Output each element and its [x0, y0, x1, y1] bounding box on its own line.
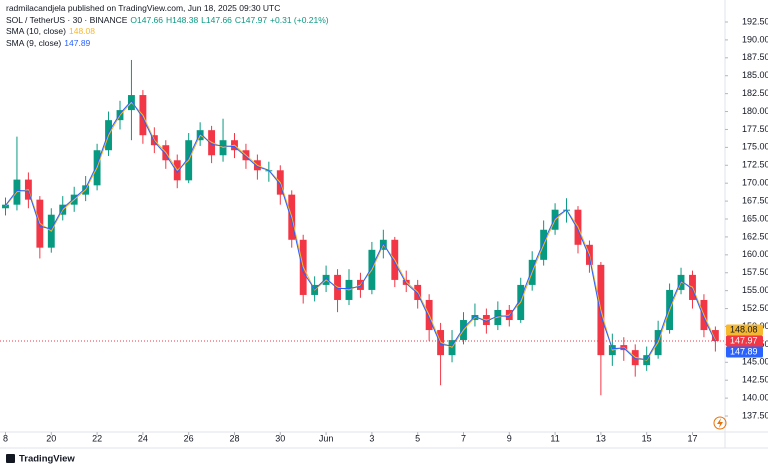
x-tick-label: 20	[46, 433, 56, 443]
y-tick-label: 142.50	[742, 375, 768, 385]
y-tick-label: 172.50	[742, 160, 768, 170]
x-tick-label: 7	[461, 433, 466, 443]
y-tick-label: 185.00	[742, 70, 768, 80]
x-tick-label: Jun	[319, 433, 334, 443]
x-tick-label: 24	[138, 433, 148, 443]
legend-entry: SMA (10, close)	[6, 26, 66, 36]
brand: TradingView	[19, 454, 75, 465]
y-tick-label: 175.00	[742, 142, 768, 152]
y-tick-label: 187.50	[742, 52, 768, 62]
symbol-line: SOL / TetherUS · 30 · BINANCE O147.66 H148…	[6, 15, 332, 27]
sma-line: SMA (9, close) 147.89	[6, 38, 332, 50]
y-tick-label: 177.50	[742, 124, 768, 134]
symbol: SOL / TetherUS · 30 · BINANCE	[6, 14, 128, 25]
y-tick-label: 157.50	[742, 267, 768, 277]
ohlc-open: O147.66	[130, 14, 164, 25]
x-tick-label: 30	[275, 433, 285, 443]
lightning-icon[interactable]	[713, 416, 727, 430]
ohlc-high: H148.38	[166, 14, 199, 25]
price-tag	[726, 346, 763, 358]
legend: radmilacandjela published on TradingView…	[6, 3, 332, 49]
y-tick-label: 140.00	[742, 392, 768, 402]
change: +0.31 (+0.21%)	[270, 14, 329, 25]
x-tick-label: 26	[184, 433, 194, 443]
price-tag	[726, 335, 763, 347]
y-tick-label: 155.00	[742, 285, 768, 295]
y-tick-label: 182.50	[742, 88, 768, 98]
sma-line	[5, 99, 716, 360]
y-tick-label: 137.50	[742, 410, 768, 420]
x-tick-label: 13	[596, 433, 606, 443]
y-tick-label: 192.50	[742, 16, 768, 26]
x-tick-label: 15	[642, 433, 652, 443]
sma-line	[5, 101, 716, 361]
logo-icon	[6, 454, 15, 463]
price-tag-label: 147.89	[730, 346, 758, 356]
candle-body	[2, 204, 9, 209]
candle-body	[711, 330, 719, 342]
price-tag-label: 148.08	[730, 324, 758, 334]
y-tick-label: 145.00	[742, 357, 768, 367]
legend-value: 148.08	[69, 26, 95, 36]
legend-entry: SMA (9, close)	[6, 37, 62, 48]
x-tick-label: 22	[92, 433, 102, 443]
y-tick-label: 165.00	[742, 213, 768, 223]
ohlc-low: L147.66	[201, 14, 232, 25]
x-tick-label: 9	[507, 433, 512, 443]
y-tick-label: 160.00	[742, 249, 768, 259]
legend-value: 147.89	[64, 37, 91, 48]
y-tick-label: 190.00	[742, 34, 768, 44]
x-tick-label: 17	[687, 433, 697, 443]
x-tick-label: 8	[3, 433, 8, 443]
x-tick-label: 28	[229, 433, 239, 443]
y-tick-label: 180.00	[742, 106, 768, 116]
x-tick-label: 5	[415, 433, 420, 443]
ohlc-close: C147.97	[234, 14, 268, 25]
y-tick-label: 167.50	[742, 195, 768, 205]
x-tick-label: 11	[550, 433, 559, 443]
y-tick-label: 170.00	[742, 178, 768, 188]
y-tick-label: 162.50	[742, 231, 768, 241]
y-tick-label: 152.50	[742, 303, 768, 313]
lightning-bolt	[717, 418, 723, 428]
sma-line: SMA (10, close) 148.08	[6, 26, 332, 38]
price-tag-label: 147.97	[730, 335, 758, 345]
x-tick-label: 3	[369, 433, 374, 443]
price-tag	[726, 324, 763, 336]
publisher-line: radmilacandjela published on TradingView…	[6, 3, 281, 13]
